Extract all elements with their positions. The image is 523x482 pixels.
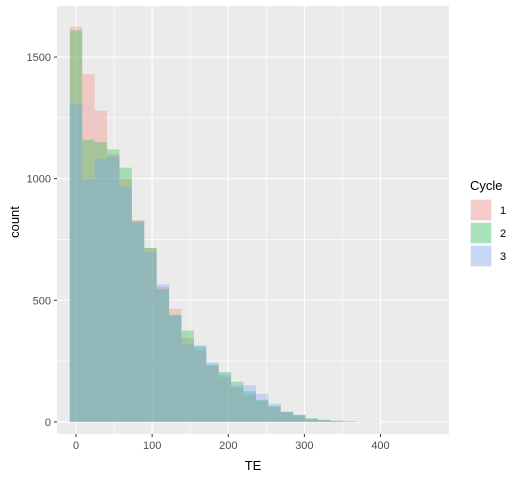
bar-cycle-2 xyxy=(144,247,157,422)
bar-cycle-2 xyxy=(305,418,318,422)
legend-label-cycle-2: 2 xyxy=(500,228,506,240)
major-gridlines xyxy=(57,6,449,434)
series-3 xyxy=(69,104,381,422)
legend-key-cycle-2 xyxy=(471,223,491,243)
bar-cycle-2 xyxy=(69,30,83,422)
legend-key-background xyxy=(470,199,492,221)
y-tick-label: 1500 xyxy=(27,52,51,64)
bar-cycle-2 xyxy=(82,139,95,422)
bar-cycle-2 xyxy=(169,314,182,422)
bar-cycle-1 xyxy=(193,350,207,422)
bar-cycle-1 xyxy=(293,415,306,422)
bar-cycle-2 xyxy=(243,391,256,422)
bar-cycle-3 xyxy=(131,222,145,422)
bar-cycle-3 xyxy=(193,345,207,422)
bar-cycle-1 xyxy=(156,286,170,422)
bar-cycle-3 xyxy=(144,251,157,422)
bar-cycle-1 xyxy=(231,387,244,422)
bar-cycle-3 xyxy=(206,362,219,422)
bar-cycle-3 xyxy=(119,187,132,422)
bar-cycle-3 xyxy=(293,414,306,422)
bar-cycle-1 xyxy=(144,247,157,422)
legend-label-cycle-1: 1 xyxy=(500,205,506,217)
bar-cycle-2 xyxy=(231,381,244,422)
bar-cycle-1 xyxy=(82,74,95,422)
bar-cycle-3 xyxy=(243,385,256,422)
bar-cycle-1 xyxy=(280,412,294,422)
bar-cycle-1 xyxy=(255,401,269,422)
bar-cycle-2 xyxy=(107,149,120,422)
bar-cycle-3 xyxy=(255,393,269,422)
bar-cycle-3 xyxy=(305,418,318,422)
bar-cycle-2 xyxy=(268,406,281,422)
bar-cycle-3 xyxy=(82,178,95,422)
y-axis-title: count xyxy=(7,206,22,238)
bar-cycle-3 xyxy=(317,419,331,422)
x-tick-label: 100 xyxy=(143,440,161,452)
bar-cycle-1 xyxy=(218,376,232,422)
bar-cycle-3 xyxy=(218,374,232,422)
legend-key-background xyxy=(470,222,492,244)
y-tick-label: 500 xyxy=(33,295,51,307)
legend-key-cycle-3 xyxy=(471,246,491,266)
bar-cycle-1 xyxy=(131,220,145,422)
bar-cycle-3 xyxy=(69,104,83,422)
bar-cycle-3 xyxy=(280,412,294,422)
histogram-bars xyxy=(69,26,381,422)
bar-cycle-3 xyxy=(181,344,194,422)
legend-key-background xyxy=(470,245,492,267)
bar-cycle-2 xyxy=(293,415,306,422)
x-tick-label: 0 xyxy=(73,440,79,452)
bar-cycle-2 xyxy=(280,411,294,422)
bar-cycle-1 xyxy=(330,421,343,422)
bar-cycle-1 xyxy=(268,407,281,422)
x-axis-title: TE xyxy=(245,458,262,473)
bar-cycle-3 xyxy=(156,284,170,422)
bar-cycle-2 xyxy=(156,289,170,422)
x-tick-label: 300 xyxy=(295,440,313,452)
x-axis-ticks: 0 100 200 300 400 xyxy=(73,434,390,452)
x-tick-label: 400 xyxy=(371,440,389,452)
bar-cycle-3 xyxy=(330,420,343,422)
bar-cycle-2 xyxy=(181,330,194,422)
bar-cycle-1 xyxy=(317,420,331,422)
bar-cycle-2 xyxy=(119,167,132,422)
bar-cycle-1 xyxy=(107,154,120,422)
legend-key-cycle-1 xyxy=(471,200,491,220)
y-tick-label: 1000 xyxy=(27,174,51,186)
panel-background xyxy=(57,6,449,434)
legend-label-cycle-3: 3 xyxy=(500,251,506,263)
bar-cycle-3 xyxy=(268,403,281,422)
bar-cycle-1 xyxy=(305,418,318,422)
bar-cycle-2 xyxy=(330,420,343,422)
bar-cycle-1 xyxy=(69,26,83,422)
legend-title: Cycle xyxy=(470,178,503,193)
bar-cycle-2 xyxy=(193,346,207,422)
minor-gridlines xyxy=(57,6,449,434)
series-2 xyxy=(69,30,381,422)
bar-cycle-2 xyxy=(206,364,219,422)
bar-cycle-1 xyxy=(181,337,194,422)
bar-cycle-1 xyxy=(243,395,256,422)
bar-cycle-2 xyxy=(317,419,331,422)
bar-cycle-3 xyxy=(107,156,120,422)
bar-cycle-1 xyxy=(206,365,219,422)
x-tick-label: 200 xyxy=(219,440,237,452)
bar-cycle-1 xyxy=(119,178,132,422)
bar-cycle-2 xyxy=(218,371,232,422)
bar-cycle-1 xyxy=(169,308,182,422)
series-1 xyxy=(69,26,381,422)
bar-cycle-3 xyxy=(169,316,182,422)
bar-cycle-2 xyxy=(131,221,145,422)
bar-cycle-2 xyxy=(255,399,269,422)
bar-cycle-2 xyxy=(94,142,108,422)
y-tick-label: 0 xyxy=(45,417,51,429)
legend: Cycle 1 2 3 xyxy=(470,178,506,267)
bar-cycle-3 xyxy=(94,159,108,422)
y-axis-ticks: 0 500 1000 1500 xyxy=(27,52,57,429)
bar-cycle-3 xyxy=(231,385,244,422)
bar-cycle-1 xyxy=(94,110,108,422)
